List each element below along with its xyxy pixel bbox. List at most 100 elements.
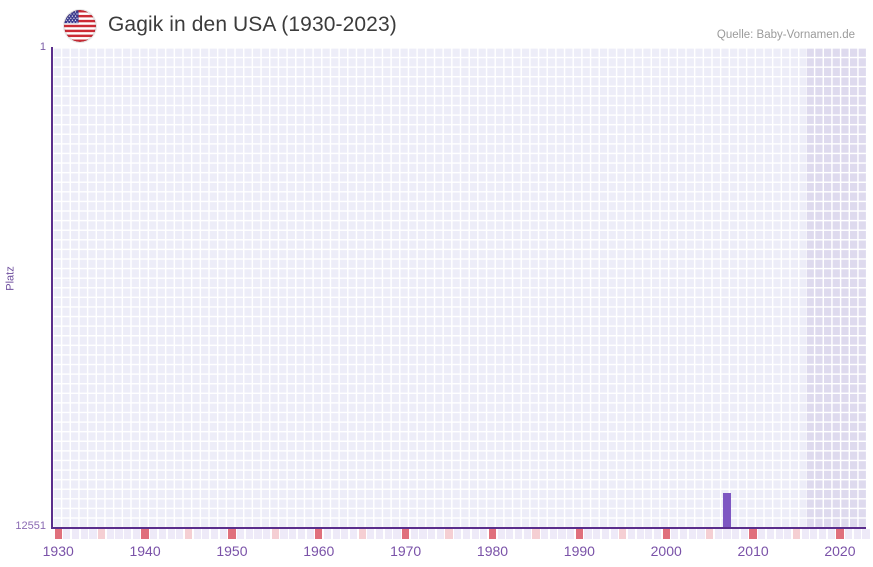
x-tick-block [71, 529, 80, 539]
x-tick-block [532, 529, 540, 539]
x-tick-block [462, 529, 471, 539]
source-label: Quelle: Baby-Vornamen.de [716, 29, 855, 41]
x-tick-block [766, 529, 775, 539]
x-tick-block [150, 529, 158, 539]
x-tick-block [393, 529, 401, 539]
x-tick-block [671, 529, 679, 539]
x-tick-block [818, 529, 827, 539]
x-tick-block [636, 529, 644, 539]
x-tick-block [184, 529, 193, 539]
y-axis-top-label: 1 [39, 41, 46, 53]
x-tick-block [271, 529, 279, 539]
x-tick-block [367, 529, 375, 539]
x-tick-block [558, 529, 566, 539]
x-tick-block [445, 529, 453, 539]
x-tick-block [245, 529, 253, 539]
x-tick-block [688, 529, 696, 539]
x-tick-block [410, 529, 418, 539]
x-tick-block [584, 529, 592, 539]
x-tick-block [141, 529, 149, 539]
y-axis-title: Platz [4, 266, 17, 291]
x-tick-block [402, 529, 410, 539]
chart-plot-area [53, 48, 866, 528]
x-tick-block [653, 529, 662, 539]
x-tick-block [697, 529, 705, 539]
x-tick-block [567, 529, 575, 539]
x-tick-block [306, 529, 314, 539]
x-tick-label: 1960 [303, 543, 335, 559]
x-tick-label: 2000 [650, 543, 682, 559]
x-tick-block [210, 529, 219, 539]
x-tick-block [219, 529, 227, 539]
x-tick-label: 2010 [737, 543, 769, 559]
x-tick-block [89, 529, 97, 539]
x-tick-label: 1970 [390, 543, 422, 559]
x-tick-block [384, 529, 392, 539]
x-tick-block [523, 529, 531, 539]
x-tick-block [124, 529, 132, 539]
x-tick-block [601, 529, 609, 539]
x-tick-block [853, 529, 861, 539]
x-tick-block [662, 529, 670, 539]
x-tick-label: 1990 [563, 543, 595, 559]
x-tick-block [349, 529, 358, 539]
x-tick-block [158, 529, 167, 539]
x-tick-block [836, 529, 844, 539]
x-tick-block [341, 529, 349, 539]
x-tick-block [714, 529, 722, 539]
x-tick-block [263, 529, 271, 539]
x-tick-block [827, 529, 835, 539]
x-tick-block [610, 529, 618, 539]
chart-header: Gagik in den USA (1930-2023) Quelle: Bab… [0, 0, 873, 46]
x-tick-block [63, 529, 71, 539]
x-tick-block [480, 529, 488, 539]
x-tick-block [723, 529, 731, 539]
page-title: Gagik in den USA (1930-2023) [108, 13, 397, 36]
x-tick-block [541, 529, 549, 539]
x-tick-block [575, 529, 583, 539]
y-axis-bottom-label: 12551 [15, 520, 46, 532]
x-tick-block [749, 529, 757, 539]
x-tick-block [784, 529, 792, 539]
x-tick-block [358, 529, 366, 539]
x-tick-block [627, 529, 636, 539]
x-tick-block [810, 529, 818, 539]
x-tick-block [289, 529, 297, 539]
chart-grid [53, 48, 866, 528]
x-tick-block [98, 529, 106, 539]
chart-bar [723, 493, 732, 528]
x-tick-block [228, 529, 236, 539]
x-tick-block [645, 529, 653, 539]
x-tick-label: 1940 [129, 543, 161, 559]
x-tick-block [332, 529, 340, 539]
x-tick-block [280, 529, 288, 539]
x-tick-block [740, 529, 748, 539]
x-tick-block [202, 529, 210, 539]
x-tick-label: 2020 [824, 543, 856, 559]
x-tick-block [619, 529, 627, 539]
x-tick-block [419, 529, 427, 539]
x-tick-block [132, 529, 140, 539]
x-tick-block [54, 529, 62, 539]
x-tick-block [167, 529, 175, 539]
x-tick-block [593, 529, 601, 539]
x-tick-block [428, 529, 436, 539]
x-tick-block [801, 529, 809, 539]
x-tick-block [454, 529, 462, 539]
x-tick-label: 1980 [476, 543, 509, 559]
x-tick-block [315, 529, 323, 539]
x-tick-block [706, 529, 714, 539]
chart-shaded-region [806, 48, 866, 528]
x-tick-block [514, 529, 523, 539]
x-tick-block [471, 529, 479, 539]
x-tick-block [323, 529, 332, 539]
x-tick-block [862, 529, 870, 539]
x-tick-block [297, 529, 305, 539]
x-tick-block [758, 529, 766, 539]
x-tick-block [106, 529, 114, 539]
x-tick-block [254, 529, 262, 539]
x-tick-block [193, 529, 201, 539]
x-tick-block [115, 529, 123, 539]
x-tick-block [732, 529, 740, 539]
x-tick-block [436, 529, 444, 539]
